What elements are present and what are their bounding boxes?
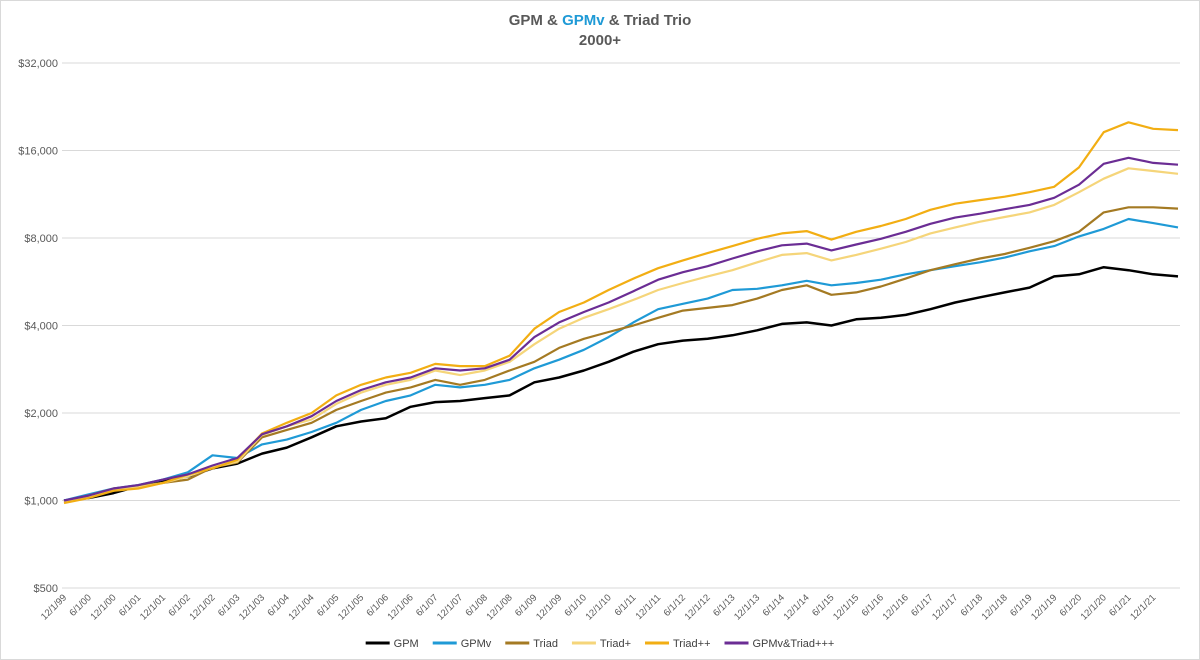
- x-tick-label: 12/1/09: [534, 592, 564, 622]
- title-highlight: GPMv: [562, 12, 605, 29]
- series-line-triad-: [63, 167, 1179, 503]
- x-tick-label: 12/1/18: [980, 592, 1010, 622]
- x-tick-label: 12/1/99: [39, 592, 69, 622]
- y-tick-label: $32,000: [18, 58, 58, 70]
- x-tick-label: 12/1/15: [831, 592, 861, 622]
- x-tick-label: 12/1/11: [634, 592, 664, 622]
- series-line-triad-: [63, 121, 1179, 505]
- series-line-gpm: [63, 265, 1179, 502]
- x-tick-label: 12/1/07: [435, 592, 465, 622]
- x-tick-label: 12/1/04: [286, 592, 316, 622]
- chart-subtitle: 2000+: [578, 32, 622, 49]
- series-line-gpmv-triad-: [63, 156, 1179, 502]
- x-tick-label: 12/1/13: [732, 592, 762, 622]
- title-prefix: GPM &: [508, 12, 563, 29]
- x-tick-label: 12/1/01: [138, 592, 168, 622]
- legend-label-triad-: Triad++: [673, 638, 711, 650]
- legend-label-triad-: Triad+: [600, 638, 631, 650]
- x-tick-label: 12/1/08: [485, 592, 515, 622]
- x-tick-label: 12/1/02: [187, 592, 217, 622]
- y-tick-label: $500: [34, 583, 58, 595]
- chart-title: GPM & GPMv & Triad Trio: [0, 12, 1200, 29]
- x-tick-label: 12/1/06: [386, 592, 416, 622]
- title-suffix: & Triad Trio: [604, 12, 692, 29]
- x-tick-label: 12/1/00: [88, 592, 118, 622]
- y-tick-label: $16,000: [18, 146, 58, 158]
- legend-label-triad: Triad: [533, 638, 558, 650]
- x-tick-label: 12/1/10: [584, 592, 614, 622]
- legend-label-gpm: GPM: [394, 638, 419, 650]
- series-line-gpmv: [63, 217, 1179, 502]
- y-tick-label: $1,000: [24, 496, 58, 508]
- x-tick-label: 12/1/03: [237, 592, 267, 622]
- x-tick-label: 12/1/12: [683, 592, 713, 622]
- x-tick-label: 12/1/14: [782, 592, 812, 622]
- x-tick-label: 12/1/21: [1128, 592, 1158, 622]
- y-tick-label: $8,000: [24, 233, 58, 245]
- x-tick-label: 12/1/05: [336, 592, 366, 622]
- y-tick-label: $4,000: [24, 321, 58, 333]
- x-tick-label: 12/1/19: [1029, 592, 1059, 622]
- x-tick-label: 12/1/16: [881, 592, 911, 622]
- legend-label-gpmv-triad-: GPMv&Triad+++: [753, 638, 835, 650]
- x-tick-label: 12/1/17: [930, 592, 960, 622]
- y-tick-label: $2,000: [24, 408, 58, 420]
- x-tick-label: 12/1/20: [1079, 592, 1109, 622]
- legend-label-gpmv: GPMv: [461, 638, 492, 650]
